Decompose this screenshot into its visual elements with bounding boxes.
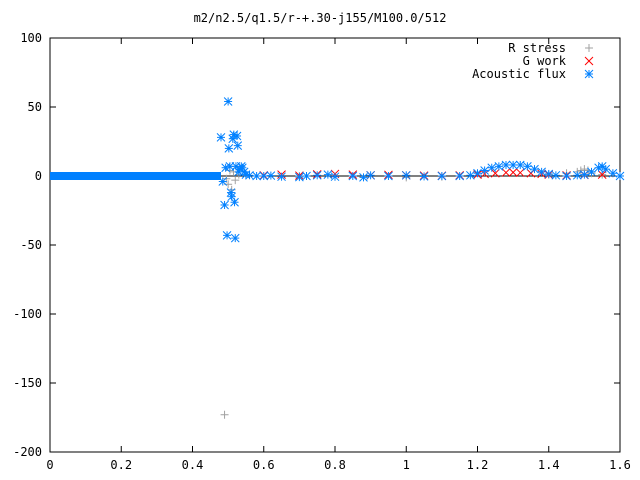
series-layer bbox=[50, 97, 625, 419]
acoustic-flux-series bbox=[50, 97, 625, 243]
g-work-point bbox=[597, 170, 607, 179]
acoustic-flux-point bbox=[384, 171, 393, 181]
acoustic-flux-point bbox=[232, 131, 242, 141]
r-stress-point bbox=[220, 410, 229, 419]
acoustic-flux-point bbox=[530, 164, 539, 174]
acoustic-flux-point bbox=[223, 97, 233, 106]
acoustic-flux-baseline-band bbox=[50, 172, 221, 180]
acoustic-flux-point bbox=[537, 167, 546, 177]
acoustic-flux-point bbox=[601, 164, 611, 174]
acoustic-flux-point bbox=[437, 171, 447, 181]
legend-label-r-stress: R stress bbox=[508, 41, 566, 55]
acoustic-flux-point bbox=[480, 166, 489, 175]
legend-label-acoustic-flux: Acoustic flux bbox=[472, 67, 566, 81]
acoustic-flux-point bbox=[224, 144, 234, 153]
legend-marker-acoustic-flux bbox=[584, 69, 594, 79]
r-stress-point bbox=[231, 176, 240, 185]
y-tick-label: -200 bbox=[13, 445, 42, 459]
g-work-point bbox=[490, 168, 500, 178]
acoustic-flux-point bbox=[487, 163, 497, 173]
acoustic-flux-point bbox=[544, 169, 554, 179]
x-tick-label: 0.6 bbox=[253, 458, 275, 472]
axes-layer: 0 0.2 0.4 0.6 0.8 1 1.2 1.4 1.6 100 50 0 -50 -100 -150… bbox=[13, 31, 631, 472]
acoustic-flux-point bbox=[302, 171, 311, 181]
acoustic-flux-point bbox=[330, 172, 340, 182]
acoustic-flux-point bbox=[245, 170, 254, 180]
acoustic-flux-point bbox=[508, 160, 518, 170]
y-tick-label: 100 bbox=[20, 31, 42, 45]
acoustic-flux-point bbox=[587, 167, 596, 177]
y-tick-label: -50 bbox=[20, 238, 42, 252]
acoustic-flux-point bbox=[466, 170, 475, 180]
acoustic-flux-point bbox=[323, 170, 333, 179]
x-tick-label: 1 bbox=[403, 458, 410, 472]
acoustic-flux-point bbox=[277, 172, 286, 182]
acoustic-flux-point bbox=[419, 172, 429, 181]
acoustic-flux-point bbox=[348, 171, 358, 181]
acoustic-flux-point bbox=[551, 170, 561, 180]
acoustic-flux-point bbox=[608, 168, 618, 178]
acoustic-flux-point bbox=[401, 170, 411, 180]
legend-label-g-work: G work bbox=[523, 54, 567, 68]
acoustic-flux-point bbox=[252, 171, 261, 181]
acoustic-flux-point bbox=[473, 168, 482, 178]
plot-frame bbox=[49, 37, 621, 453]
g-work-point bbox=[515, 168, 525, 178]
x-tick-label: 0 bbox=[46, 458, 53, 472]
acoustic-flux-point bbox=[225, 161, 235, 171]
acoustic-flux-point bbox=[312, 170, 322, 180]
x-tick-label: 0.8 bbox=[324, 458, 346, 472]
acoustic-flux-point bbox=[615, 171, 625, 181]
acoustic-flux-point bbox=[515, 160, 525, 170]
acoustic-flux-point bbox=[266, 171, 276, 180]
acoustic-flux-point bbox=[580, 170, 589, 179]
acoustic-flux-point bbox=[366, 170, 375, 180]
acoustic-flux-point bbox=[501, 160, 511, 170]
g-work-point bbox=[508, 168, 518, 177]
acoustic-flux-point bbox=[233, 141, 243, 150]
y-tick-label: -150 bbox=[13, 376, 42, 390]
acoustic-flux-point bbox=[455, 171, 465, 181]
acoustic-flux-point bbox=[523, 161, 532, 171]
y-tick-label: 50 bbox=[28, 100, 42, 114]
x-tick-label: 1.4 bbox=[538, 458, 560, 472]
x-tick-label: 1.2 bbox=[467, 458, 489, 472]
x-tick-label: 0.2 bbox=[110, 458, 132, 472]
acoustic-flux-point bbox=[216, 133, 226, 142]
x-tick-label: 0.4 bbox=[182, 458, 204, 472]
x-tick-label: 1.6 bbox=[609, 458, 631, 472]
r-stress-series bbox=[220, 165, 607, 419]
legend-marker-g-work bbox=[584, 56, 594, 66]
acoustic-flux-point bbox=[295, 172, 304, 182]
y-tick-label: 0 bbox=[35, 169, 42, 183]
acoustic-flux-point bbox=[230, 197, 239, 207]
acoustic-flux-point bbox=[218, 177, 228, 186]
acoustic-flux-point bbox=[229, 130, 239, 139]
acoustic-flux-point bbox=[572, 170, 582, 180]
acoustic-flux-point bbox=[359, 173, 368, 182]
g-work-point bbox=[501, 168, 511, 177]
acoustic-flux-point bbox=[230, 233, 240, 243]
acoustic-flux-point bbox=[494, 161, 504, 171]
chart-title: m2/n2.5/q1.5/r-+.30-j155/M100.0/512 bbox=[194, 11, 447, 25]
acoustic-flux-point bbox=[259, 171, 269, 181]
y-tick-label: -100 bbox=[13, 307, 42, 321]
acoustic-flux-point bbox=[220, 200, 229, 210]
acoustic-flux-point bbox=[562, 171, 571, 181]
acoustic-flux-point bbox=[222, 230, 232, 240]
legend-marker-r-stress bbox=[585, 44, 593, 52]
